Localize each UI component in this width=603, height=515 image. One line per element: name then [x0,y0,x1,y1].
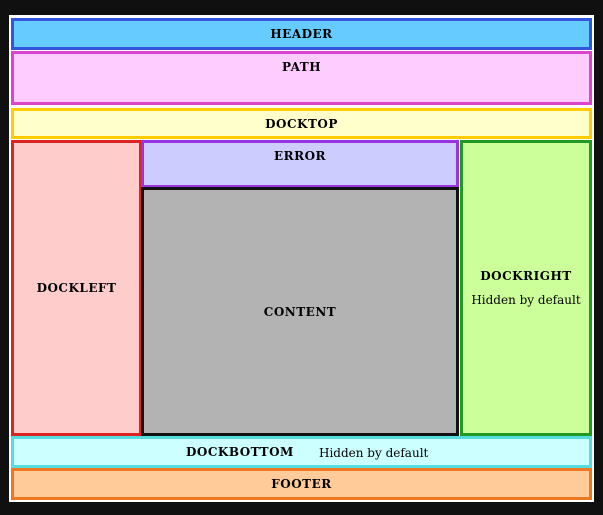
dockright-label: DOCKRIGHT [480,269,572,283]
header-label: HEADER [270,27,333,41]
path-region: PATH [11,51,592,105]
dockbottom-note: Hidden by default [319,446,429,460]
dockright-note: Hidden by default [471,293,581,307]
content-region: CONTENT [141,187,459,436]
path-label: PATH [281,60,322,74]
dockleft-region: DOCKLEFT [11,140,142,436]
error-label: ERROR [273,149,327,163]
layout-diagram: HEADER PATH DOCKTOP DOCKLEFT ERROR CONTE… [9,15,594,502]
dockbottom-label: DOCKBOTTOM [186,445,294,459]
footer-label: FOOTER [271,477,332,491]
header-region: HEADER [11,18,592,50]
docktop-region: DOCKTOP [11,108,592,139]
docktop-label: DOCKTOP [265,116,338,131]
dockbottom-region: DOCKBOTTOM Hidden by default [11,436,592,468]
error-region: ERROR [141,140,459,188]
content-label: CONTENT [263,304,337,319]
dockleft-label: DOCKLEFT [36,281,117,295]
dockright-region: DOCKRIGHT Hidden by default [460,140,592,436]
footer-region: FOOTER [11,468,592,500]
